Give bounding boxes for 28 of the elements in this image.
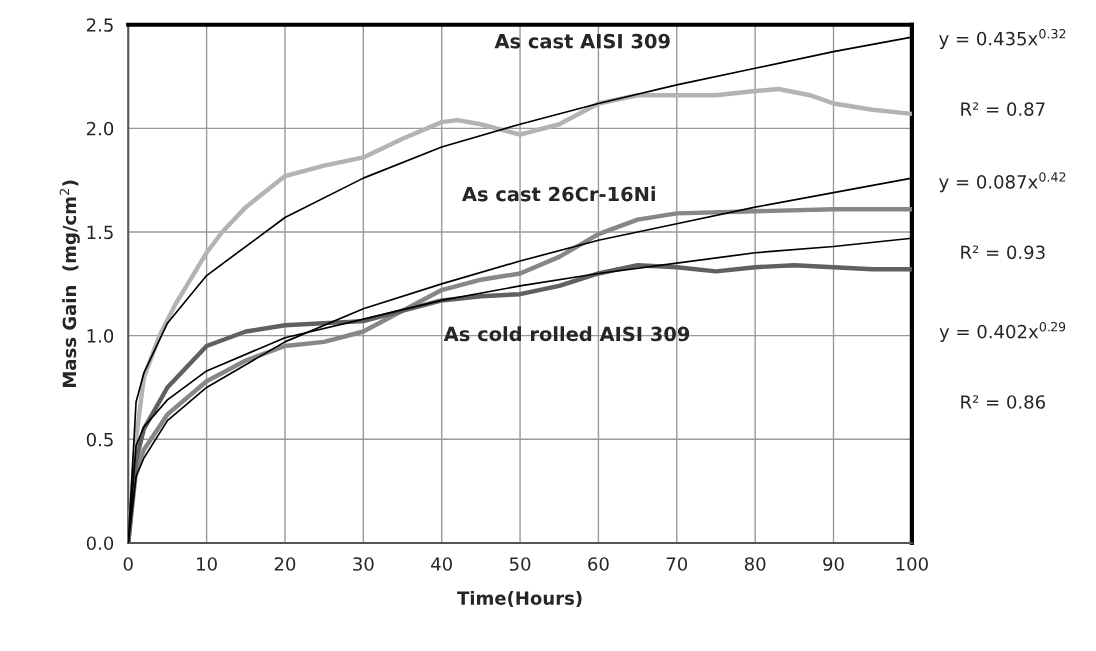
x-tick-label: 70: [666, 557, 688, 571]
x-tick-label: 40: [431, 557, 452, 571]
x-tick-label: 20: [274, 557, 296, 571]
annotation: As cold rolled AISI 309: [443, 326, 690, 342]
text: R² = 0.87: [961, 102, 1045, 116]
x-tick-label: 90: [823, 557, 844, 571]
x-tick-label: 30: [353, 557, 374, 571]
annotation: As cast 26Cr-16Ni: [462, 186, 655, 202]
text: R² = 0.86: [961, 395, 1045, 409]
y-tick-label: 0.0: [86, 536, 114, 551]
annotation: As cast AISI 309: [494, 33, 670, 49]
y-tick-label: 1.5: [87, 225, 113, 240]
x-axis-title: Time(Hours): [457, 590, 582, 608]
text: R² = 0.93: [961, 245, 1045, 260]
y-tick-label: 2.5: [86, 18, 113, 32]
x-tick-label: 100: [896, 557, 928, 571]
y-axis-title: Mass Gain (mg/cm$^{2}$): [59, 180, 80, 387]
y-tick-label: 0.5: [86, 432, 113, 447]
x-tick-label: 0: [123, 557, 133, 571]
y-tick-label: 2.0: [86, 121, 114, 136]
x-tick-label: 60: [588, 557, 609, 571]
text: y = 0.087x$^{0.42}$: [939, 172, 1066, 193]
x-tick-label: 50: [509, 557, 531, 571]
x-tick-label: 80: [744, 557, 766, 571]
text: y = 0.435x$^{0.32}$: [939, 28, 1066, 49]
x-tick-label: 10: [197, 557, 217, 571]
text: y = 0.402x$^{0.29}$: [939, 321, 1066, 342]
y-tick-label: 1.0: [87, 329, 114, 343]
